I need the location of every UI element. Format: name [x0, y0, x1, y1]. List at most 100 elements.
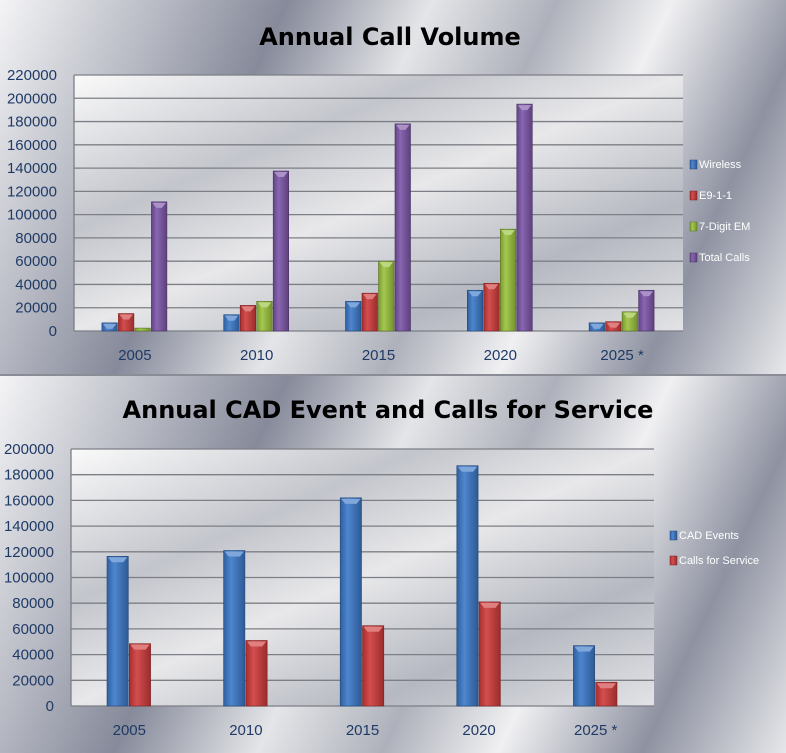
- bar-7-digit-em: [621, 311, 638, 332]
- y-tick-label: 120000: [4, 544, 54, 561]
- bar-bevel: [457, 466, 478, 472]
- bar-bevel: [274, 172, 288, 177]
- legend-swatch: [689, 190, 698, 201]
- legend-swatch: [689, 252, 698, 263]
- bar-bevel: [152, 202, 166, 208]
- bar-cad-events: [223, 550, 246, 707]
- bar-bevel: [396, 124, 410, 130]
- x-tick-label: 2015: [362, 347, 395, 364]
- bar-bevel: [606, 322, 621, 328]
- bar-7-digit-em: [256, 301, 273, 332]
- bar-bevel: [639, 291, 654, 297]
- y-tick-label: 0: [46, 698, 54, 715]
- bar-cad-events: [106, 555, 129, 707]
- legend-label: CAD Events: [679, 530, 739, 542]
- bar-bevel: [468, 291, 482, 297]
- bar-bevel: [363, 294, 377, 300]
- y-tick-label: 160000: [7, 137, 57, 154]
- bar-bevel: [341, 498, 361, 504]
- y-tick-label: 120000: [7, 183, 57, 200]
- y-tick-label: 200000: [4, 441, 54, 458]
- bar-bevel: [224, 551, 244, 557]
- y-tick-label: 220000: [7, 67, 57, 84]
- bar-calls-for-service: [245, 640, 268, 707]
- y-tick-label: 20000: [12, 672, 54, 689]
- y-tick-label: 60000: [12, 621, 54, 638]
- y-tick-label: 40000: [15, 276, 57, 293]
- bar-calls-for-service: [129, 643, 151, 707]
- bar-wireless: [466, 289, 484, 332]
- bar-e9-1-1: [239, 305, 256, 332]
- x-tick-label: 2010: [229, 722, 262, 739]
- annual-call-volume-chart: Annual Call Volume 0 20000 40000 60000 80000 1…: [0, 0, 786, 376]
- legend-label: E9-1-1: [699, 190, 732, 202]
- bar-bevel: [623, 312, 637, 318]
- legend-swatch: [669, 555, 678, 566]
- legend-swatch: [669, 530, 678, 541]
- bar-bevel: [596, 683, 616, 689]
- bar-bevel: [130, 644, 150, 650]
- legend-label: Wireless: [699, 159, 742, 171]
- legend-label: Total Calls: [699, 252, 750, 264]
- chart-title: Annual Call Volume: [259, 23, 521, 51]
- y-tick-label: 60000: [15, 253, 57, 270]
- bar-total-calls: [638, 289, 655, 332]
- y-tick-label: 40000: [12, 647, 54, 664]
- y-tick-label: 140000: [4, 518, 54, 535]
- bar-bevel: [102, 323, 117, 329]
- y-tick-label: 200000: [7, 90, 57, 107]
- bar-bevel: [224, 315, 239, 321]
- bar-bevel: [257, 302, 272, 308]
- x-tick-label: 2025 *: [574, 722, 618, 739]
- bar-e9-1-1: [361, 292, 378, 332]
- bar-7-digit-em: [134, 327, 151, 332]
- bar-bevel: [517, 105, 532, 111]
- bar-bevel: [346, 302, 360, 308]
- bar-calls-for-service: [362, 625, 385, 707]
- legend-label: Calls for Service: [679, 555, 759, 567]
- bar-e9-1-1: [483, 282, 500, 332]
- bar-bevel: [241, 306, 255, 312]
- y-tick-label: 80000: [15, 230, 57, 247]
- bar-7-digit-em: [499, 228, 517, 332]
- x-tick-label: 2025 *: [600, 347, 644, 364]
- bar-total-calls: [516, 103, 533, 332]
- bar-7-digit-em: [378, 260, 395, 332]
- bar-bevel: [484, 284, 499, 290]
- chart-svg: Annual Call Volume 0 20000 40000 60000 80000 1…: [7, 23, 750, 364]
- bar-bevel: [246, 641, 267, 647]
- y-tick-label: 160000: [4, 492, 54, 509]
- bar-calls-for-service: [478, 601, 501, 707]
- bar-total-calls: [151, 201, 168, 332]
- y-tick-label: 180000: [4, 467, 54, 484]
- bar-wireless: [345, 301, 362, 332]
- bar-bevel: [108, 557, 128, 563]
- bar-bevel: [574, 646, 594, 652]
- x-tick-label: 2005: [118, 347, 151, 364]
- bar-cad-events: [573, 645, 596, 707]
- cad-events-chart: Annual CAD Event and Calls for Service 0 2…: [0, 376, 786, 753]
- x-tick-label: 2015: [346, 722, 379, 739]
- x-tick-label: 2005: [113, 722, 146, 739]
- x-tick-label: 2020: [484, 347, 517, 364]
- bar-cad-events: [339, 497, 362, 707]
- bar-total-calls: [272, 170, 290, 332]
- bar-bevel: [379, 262, 393, 268]
- bar-total-calls: [394, 123, 411, 332]
- y-tick-label: 80000: [12, 595, 54, 612]
- bar-bevel: [590, 323, 604, 329]
- y-tick-label: 20000: [15, 300, 57, 317]
- y-tick-label: 0: [49, 323, 57, 340]
- x-tick-label: 2020: [462, 722, 495, 739]
- x-tick-label: 2010: [240, 347, 273, 364]
- bar-bevel: [480, 602, 500, 608]
- y-tick-label: 140000: [7, 160, 57, 177]
- bar-bevel: [501, 230, 515, 236]
- y-tick-label: 100000: [7, 207, 57, 224]
- chart-svg: Annual CAD Event and Calls for Service 0 2…: [4, 396, 759, 739]
- y-tick-label: 100000: [4, 570, 54, 587]
- bar-bevel: [363, 626, 383, 632]
- chart-title: Annual CAD Event and Calls for Service: [123, 396, 654, 424]
- y-tick-label: 180000: [7, 114, 57, 131]
- bar-bevel: [119, 314, 133, 320]
